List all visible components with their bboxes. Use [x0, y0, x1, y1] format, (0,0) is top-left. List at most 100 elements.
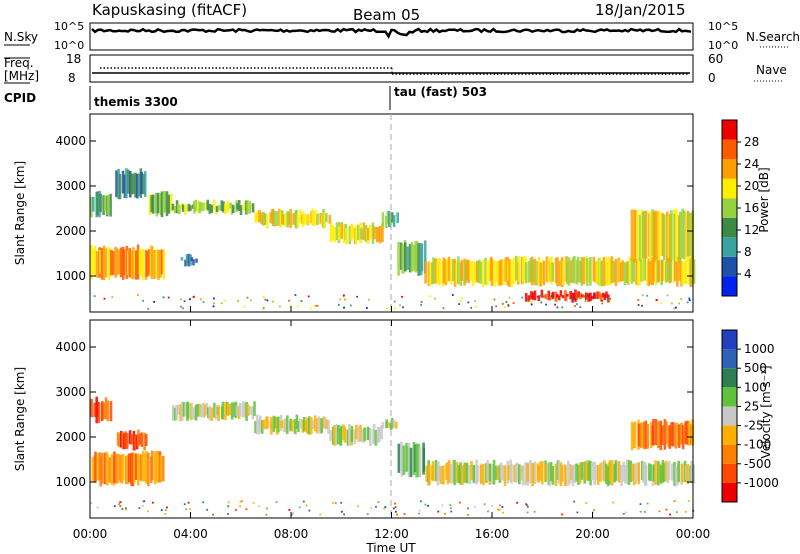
heatmap-cell [537, 295, 541, 301]
colorbar-tick-label: 25 [744, 399, 759, 413]
heatmap-cell [573, 464, 577, 483]
heatmap-cell [104, 397, 108, 419]
heatmap-cell [239, 205, 243, 216]
heatmap-cell [413, 245, 416, 271]
scatter-cell [393, 307, 396, 310]
heatmap-cell [626, 262, 630, 285]
heatmap-cell [674, 465, 678, 487]
heatmap-cell [503, 465, 507, 487]
scatter-cell [646, 294, 649, 297]
heatmap-cell [103, 195, 107, 211]
scatter-cell [357, 505, 359, 508]
heatmap-cell [612, 261, 616, 283]
heatmap-cell [181, 204, 185, 212]
heatmap-cell [567, 460, 570, 487]
heatmap-cell [381, 212, 385, 227]
heatmap-cell [259, 415, 262, 432]
scatter-cell [660, 302, 663, 304]
heatmap-cell [628, 257, 632, 283]
heatmap-cell [239, 403, 242, 417]
noise-sky-label: N.Sky [4, 30, 38, 44]
heatmap-cell [103, 452, 107, 485]
heatmap-cell [135, 173, 139, 199]
scatter-cell [239, 500, 242, 503]
scatter-cell [337, 303, 340, 306]
heatmap-cell [417, 243, 420, 276]
heatmap-cell [214, 405, 218, 420]
scatter-cell [319, 513, 322, 516]
heatmap-cell [681, 425, 685, 450]
heatmap-cell [342, 424, 345, 441]
scatter-cell [533, 510, 536, 513]
heatmap-cell [137, 173, 141, 197]
heatmap-cell [217, 205, 221, 211]
scatter-cell [671, 302, 673, 305]
heatmap-cell [649, 422, 653, 449]
heatmap-cell [508, 259, 511, 287]
heatmap-cell [368, 225, 372, 240]
scatter-cell [459, 300, 462, 302]
heatmap-cell [232, 205, 235, 213]
heatmap-cell [302, 211, 305, 227]
heatmap-cell [226, 403, 230, 416]
heatmap-cell [476, 465, 479, 482]
scatter-cell [540, 301, 543, 304]
scatter-cell [118, 503, 120, 505]
heatmap-cell [390, 212, 394, 223]
heatmap-cell [663, 214, 666, 261]
heatmap-cell [586, 258, 589, 286]
heatmap-cell [325, 419, 329, 430]
heatmap-cell [654, 259, 658, 285]
heatmap-cell [632, 258, 636, 282]
heatmap-cell [99, 193, 102, 213]
scatter-cell [202, 301, 205, 303]
heatmap-cell [635, 258, 638, 285]
heatmap-cell [156, 192, 160, 214]
colorbar-tick-label: 100 [744, 380, 767, 394]
scatter-cell [212, 305, 215, 308]
scatter-cell [308, 509, 311, 512]
scatter-cell [516, 501, 519, 504]
scatter-cell [666, 294, 669, 297]
heatmap-cell [644, 464, 648, 486]
colorbar-swatch [722, 120, 737, 140]
heatmap-cell [243, 402, 246, 417]
y-tick-label: 1000 [55, 269, 86, 283]
scatter-cell [501, 506, 504, 508]
heatmap-cell [336, 425, 340, 445]
heatmap-cell [573, 256, 576, 284]
heatmap-cell [686, 210, 690, 257]
heatmap-cell [471, 261, 475, 286]
scatter-cell [512, 302, 515, 304]
heatmap-cell [601, 462, 604, 481]
scatter-cell [450, 510, 453, 513]
heatmap-cell [145, 451, 148, 484]
scatter-cell [275, 501, 278, 503]
heatmap-cell [93, 245, 97, 276]
heatmap-cell [284, 418, 287, 433]
freq-panel: Freq. [MHz] 18 8 60 0 Nave [4, 52, 787, 85]
heatmap-cell [108, 457, 112, 483]
heatmap-cell [468, 464, 472, 485]
noise-right-tick-top: 10^5 [708, 20, 738, 33]
heatmap-cell [204, 202, 208, 210]
heatmap-cell [596, 291, 599, 299]
heatmap-cell [459, 462, 462, 485]
heatmap-cell [580, 257, 583, 286]
scatter-cell [292, 512, 295, 514]
heatmap-cell [197, 200, 200, 214]
heatmap-cell [429, 262, 432, 286]
heatmap-cell [510, 464, 513, 484]
scatter-cell [402, 306, 404, 309]
heatmap-cell [566, 293, 569, 297]
power-data [90, 168, 696, 310]
heatmap-cell [102, 195, 105, 215]
heatmap-cell [355, 424, 358, 440]
scatter-cell [396, 513, 399, 515]
scatter-cell [119, 505, 122, 507]
heatmap-cell [357, 426, 360, 442]
heatmap-cell [686, 464, 689, 485]
heatmap-cell [155, 249, 159, 278]
heatmap-cell [228, 403, 231, 416]
